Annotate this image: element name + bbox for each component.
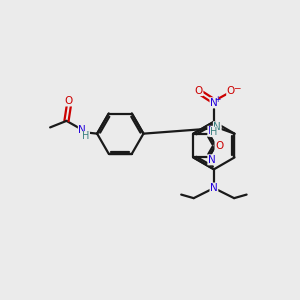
- Text: O: O: [195, 85, 203, 96]
- Text: N: N: [78, 125, 86, 135]
- Text: O: O: [227, 85, 235, 96]
- Text: −: −: [233, 83, 240, 92]
- Text: N: N: [208, 155, 216, 165]
- Text: O: O: [65, 96, 73, 106]
- Text: N: N: [210, 183, 218, 193]
- Text: N: N: [213, 122, 221, 132]
- Text: O: O: [215, 140, 223, 151]
- Text: N: N: [210, 98, 218, 108]
- Text: H: H: [210, 127, 218, 137]
- Text: N: N: [208, 126, 216, 136]
- Text: +: +: [214, 95, 221, 104]
- Text: H: H: [82, 131, 90, 141]
